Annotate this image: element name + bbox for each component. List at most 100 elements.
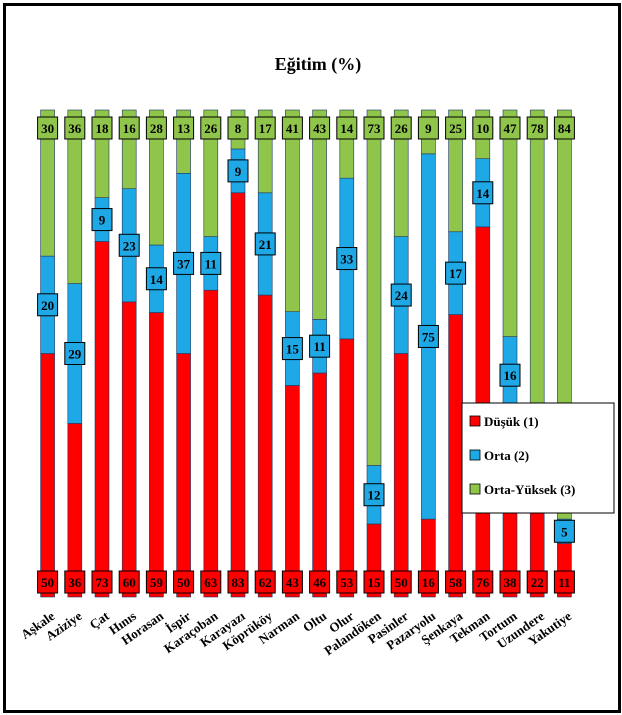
data-label-box-d-k-1-4 <box>145 570 167 594</box>
data-label-box-d-k-1-16 <box>472 570 494 594</box>
data-label-orta-2-2: 9 <box>99 213 106 228</box>
data-label-d-k-1-12: 15 <box>368 575 382 590</box>
data-label-box-orta-y-ksek-3-6 <box>200 116 222 140</box>
data-label-box-orta-2-7 <box>227 159 249 183</box>
data-label-box-orta-2-10 <box>309 334 331 358</box>
data-label-box-orta-y-ksek-3-2 <box>91 116 113 140</box>
data-label-box-d-k-1-19 <box>553 570 575 594</box>
data-label-box-orta-2-5 <box>173 251 195 275</box>
data-label-box-orta-2-6 <box>200 251 222 275</box>
data-label-box-d-k-1-11 <box>336 570 358 594</box>
data-label-box-orta-2-4 <box>145 267 167 291</box>
data-label-box-d-k-1-5 <box>173 570 195 594</box>
data-label-box-orta-2-14 <box>417 324 439 348</box>
data-label-d-k-1-4: 59 <box>150 575 164 590</box>
data-label-orta-y-ksek-3-6: 26 <box>204 121 218 136</box>
data-label-orta-y-ksek-3-19: 84 <box>558 121 572 136</box>
data-label-box-orta-2-19 <box>553 519 575 543</box>
data-label-box-orta-2-16 <box>472 181 494 205</box>
data-label-box-orta-y-ksek-3-12 <box>363 116 385 140</box>
data-label-box-orta-2-15 <box>445 261 467 285</box>
data-label-orta-2-8: 21 <box>259 237 272 252</box>
data-label-box-d-k-1-10 <box>309 570 331 594</box>
data-label-orta-y-ksek-3-12: 73 <box>368 121 382 136</box>
data-label-box-orta-y-ksek-3-18 <box>526 116 548 140</box>
data-label-box-d-k-1-7 <box>227 570 249 594</box>
bar-segment-orta-y-ksek-3-13 <box>393 109 409 237</box>
data-label-d-k-1-14: 16 <box>422 575 436 590</box>
bar-segment-d-k-1-13 <box>393 353 409 598</box>
data-label-box-orta-2-2 <box>91 208 113 232</box>
data-label-d-k-1-5: 50 <box>177 575 190 590</box>
data-label-orta-y-ksek-3-0: 30 <box>41 121 54 136</box>
bar-segment-orta-y-ksek-3-0 <box>40 109 55 257</box>
legend-swatch-orta-2 <box>469 449 481 461</box>
data-label-orta-2-0: 20 <box>41 298 54 313</box>
bar-segment-d-k-1-10 <box>312 372 327 598</box>
chart-title: Eğitim (%) <box>275 54 361 75</box>
x-tick-label-10: Oltu <box>300 608 329 635</box>
bar-segment-d-k-1-3 <box>121 301 137 598</box>
data-label-d-k-1-17: 38 <box>504 575 518 590</box>
data-label-box-d-k-1-15 <box>445 570 467 594</box>
data-label-d-k-1-3: 60 <box>123 575 136 590</box>
data-label-box-orta-y-ksek-3-13 <box>390 116 412 140</box>
data-label-box-d-k-1-6 <box>200 570 222 594</box>
legend-swatch-orta-y-ksek-3 <box>469 483 481 495</box>
data-label-box-orta-y-ksek-3-11 <box>336 116 358 140</box>
data-label-d-k-1-2: 73 <box>96 575 110 590</box>
data-label-box-orta-y-ksek-3-9 <box>281 116 303 140</box>
bar-segment-orta-y-ksek-3-9 <box>285 109 300 312</box>
data-label-orta-y-ksek-3-15: 25 <box>449 121 463 136</box>
data-label-box-d-k-1-0 <box>37 570 59 594</box>
data-label-d-k-1-16: 76 <box>476 575 490 590</box>
data-label-orta-y-ksek-3-3: 16 <box>123 121 137 136</box>
data-label-orta-y-ksek-3-14: 9 <box>425 121 432 136</box>
bar-segment-d-k-1-6 <box>203 289 219 598</box>
data-label-box-orta-y-ksek-3-14 <box>417 116 439 140</box>
data-label-box-orta-2-3 <box>118 233 140 257</box>
bar-segment-orta-y-ksek-3-15 <box>448 109 463 233</box>
bar-segment-orta-y-ksek-3-10 <box>312 109 327 320</box>
data-label-orta-2-14: 75 <box>422 329 436 344</box>
data-label-orta-2-16: 14 <box>476 186 490 201</box>
data-label-box-d-k-1-18 <box>526 570 548 594</box>
data-label-orta-y-ksek-3-1: 36 <box>68 121 82 136</box>
legend-label-orta-2: Orta (2) <box>484 448 529 463</box>
legend-label-d-k-1: Düşük (1) <box>484 414 539 429</box>
data-label-d-k-1-15: 58 <box>449 575 463 590</box>
data-label-orta-y-ksek-3-7: 8 <box>235 121 242 136</box>
data-label-box-d-k-1-3 <box>118 570 140 594</box>
data-label-box-orta-y-ksek-3-10 <box>309 116 331 140</box>
data-label-orta-2-13: 24 <box>395 288 409 303</box>
bar-segment-orta-y-ksek-3-1 <box>67 109 83 284</box>
bar-segment-d-k-1-5 <box>176 353 191 598</box>
bar-segment-d-k-1-2 <box>94 241 110 598</box>
data-label-orta-2-17: 16 <box>504 368 518 383</box>
data-label-d-k-1-8: 62 <box>259 575 272 590</box>
data-label-orta-2-15: 17 <box>449 266 463 281</box>
data-label-box-orta-2-13 <box>390 283 412 307</box>
data-label-orta-2-11: 33 <box>340 252 354 267</box>
bar-segment-orta-y-ksek-3-12 <box>366 109 382 466</box>
data-label-box-d-k-1-8 <box>254 570 276 594</box>
data-label-orta-2-4: 14 <box>150 272 164 287</box>
bar-segment-d-k-1-0 <box>40 353 55 598</box>
bar-segment-orta-y-ksek-3-6 <box>203 109 219 237</box>
data-label-box-orta-y-ksek-3-15 <box>445 116 467 140</box>
data-label-box-d-k-1-9 <box>281 570 303 594</box>
data-label-orta-2-12: 12 <box>368 488 381 503</box>
data-label-d-k-1-9: 43 <box>286 575 300 590</box>
data-label-box-d-k-1-13 <box>390 570 412 594</box>
data-label-orta-y-ksek-3-13: 26 <box>395 121 409 136</box>
data-label-d-k-1-10: 46 <box>313 575 327 590</box>
data-label-orta-y-ksek-3-2: 18 <box>96 121 110 136</box>
bar-segment-d-k-1-11 <box>339 338 355 598</box>
data-label-d-k-1-18: 22 <box>531 575 544 590</box>
data-label-orta-y-ksek-3-11: 14 <box>340 121 354 136</box>
data-label-box-orta-2-9 <box>281 337 303 361</box>
data-label-d-k-1-19: 11 <box>558 575 570 590</box>
data-label-box-orta-y-ksek-3-8 <box>254 116 276 140</box>
data-label-orta-2-9: 15 <box>286 342 300 357</box>
